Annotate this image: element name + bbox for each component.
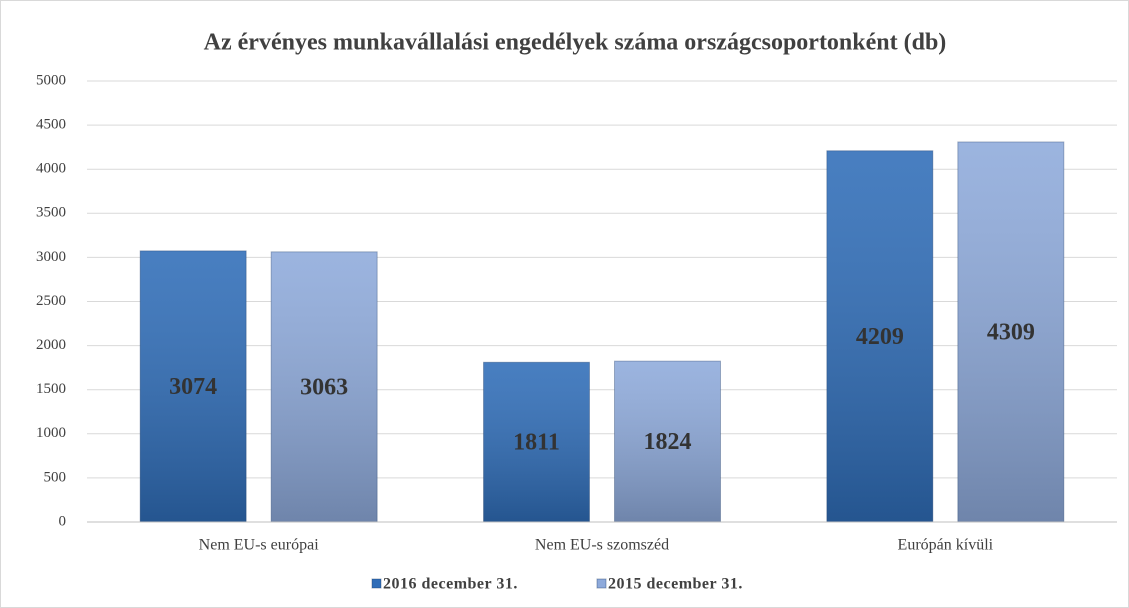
data-label: 3063	[300, 374, 348, 400]
data-label: 1811	[513, 430, 560, 456]
x-tick-label: Európán kívüli	[898, 537, 994, 554]
y-tick-label: 3500	[36, 205, 66, 221]
data-label: 1824	[644, 429, 692, 455]
y-tick-label: 500	[44, 469, 67, 485]
y-tick-label: 2500	[36, 293, 66, 309]
y-tick-label: 1000	[36, 425, 66, 441]
y-tick-label: 5000	[36, 72, 66, 88]
y-tick-label: 4500	[36, 117, 66, 133]
x-tick-label: Nem EU-s európai	[199, 537, 320, 554]
legend-label: 2015 december 31.	[608, 576, 743, 593]
bar-shade	[270, 251, 378, 523]
data-label: 4309	[987, 319, 1035, 345]
legend-swatch	[371, 578, 382, 589]
chart-title: Az érvényes munkavállalási engedélyek sz…	[204, 30, 947, 56]
bar-shade	[826, 150, 934, 523]
bar-shade	[957, 141, 1065, 523]
legend-label: 2016 december 31.	[383, 576, 518, 593]
y-tick-label: 4000	[36, 161, 66, 177]
y-tick-label: 3000	[36, 249, 66, 265]
x-tick-label: Nem EU-s szomszéd	[535, 537, 669, 554]
legend-swatch	[596, 578, 607, 589]
bar-shade	[139, 250, 247, 523]
data-label: 3074	[169, 374, 217, 400]
y-tick-label: 2000	[36, 337, 66, 353]
bar-shade	[483, 361, 590, 523]
bar-shade	[614, 360, 721, 523]
y-tick-label: 0	[59, 513, 67, 529]
y-tick-label: 1500	[36, 381, 66, 397]
data-label: 4209	[856, 324, 904, 350]
